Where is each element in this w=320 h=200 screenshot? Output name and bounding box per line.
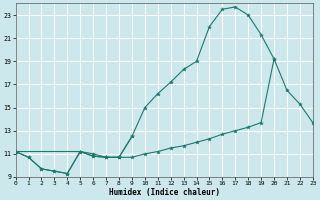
X-axis label: Humidex (Indice chaleur): Humidex (Indice chaleur) — [109, 188, 220, 197]
